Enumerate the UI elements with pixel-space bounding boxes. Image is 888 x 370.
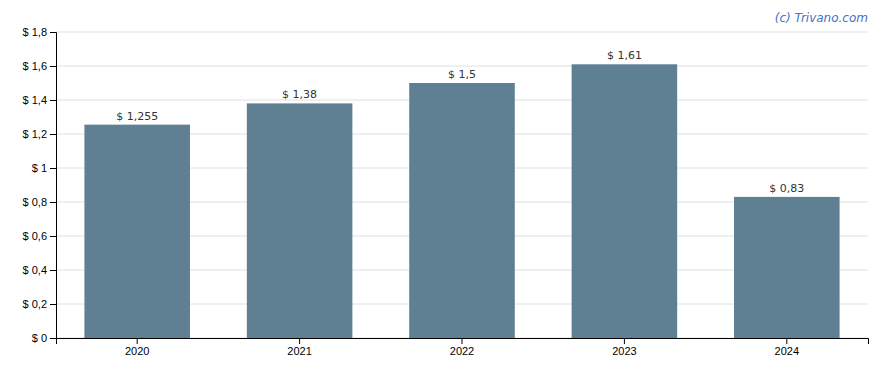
- y-tick: $ 0,2: [23, 298, 56, 310]
- x-tick-mark: [462, 338, 463, 344]
- bar: [84, 125, 190, 338]
- grid-line: [56, 66, 868, 67]
- chart: $ 0 $ 0,2 $ 0,4 $ 0,6 $ 0,8 $ 1 $ 1,2 $ 1,4 $ 1,…: [0, 0, 888, 370]
- y-tick-mark: [50, 168, 56, 169]
- plot: $ 0 $ 0,2 $ 0,4 $ 0,6 $ 0,8 $ 1 $ 1,2 $ 1,4 $ 1,…: [23, 11, 869, 357]
- grid-line: [56, 32, 868, 33]
- y-tick-label: $ 0,2: [23, 298, 47, 310]
- y-tick-label: $ 0,8: [23, 196, 47, 208]
- y-tick-mark: [50, 100, 56, 101]
- y-tick-label: $ 1,8: [23, 26, 47, 38]
- y-tick: $ 0,4: [23, 264, 56, 276]
- watermark: (c) Trivano.com: [775, 11, 868, 25]
- y-tick-mark: [50, 66, 56, 67]
- y-tick: $ 0,8: [23, 196, 56, 208]
- y-tick: $ 1,4: [23, 94, 56, 106]
- y-tick-mark: [50, 202, 56, 203]
- x-tick-mark: [137, 338, 138, 344]
- x-tick-mark: [786, 338, 787, 344]
- x-tick-label: 2021: [287, 345, 311, 357]
- y-tick-label: $ 0: [32, 332, 47, 344]
- y-tick: $ 1,8: [23, 26, 56, 38]
- y-tick-label: $ 1,4: [23, 94, 47, 106]
- y-tick: $ 1,2: [23, 128, 56, 140]
- x-tick-mark: [299, 338, 300, 344]
- bar: [572, 64, 678, 338]
- y-tick-mark: [50, 270, 56, 271]
- y-tick-label: $ 1: [32, 162, 47, 174]
- x-axis: 2020 2021 2022 2023 2024: [57, 338, 869, 357]
- x-tick-label: 2024: [775, 345, 799, 357]
- y-tick-label: $ 1,6: [23, 60, 47, 72]
- data-labels: $ 1,255 $ 1,38 $ 1,5 $ 1,61 $ 0,83: [116, 49, 804, 195]
- data-label: $ 1,61: [607, 49, 642, 62]
- x-tick: 2024: [775, 338, 799, 357]
- x-axis-line: [57, 339, 869, 345]
- x-tick: 2020: [125, 338, 149, 357]
- x-tick-mark: [624, 338, 625, 344]
- y-tick-label: $ 1,2: [23, 128, 47, 140]
- data-label: $ 1,5: [448, 68, 476, 81]
- bar: [247, 103, 353, 338]
- y-tick-mark: [50, 134, 56, 135]
- x-tick-label: 2023: [612, 345, 636, 357]
- x-tick-label: 2020: [125, 345, 149, 357]
- x-tick: 2021: [287, 338, 311, 357]
- x-tick: 2022: [450, 338, 474, 357]
- bar: [734, 197, 840, 338]
- y-axis-line: [50, 33, 57, 339]
- y-tick: $ 1,6: [23, 60, 56, 72]
- grid: [56, 32, 868, 338]
- y-tick: $ 1: [32, 162, 56, 174]
- y-tick-mark: [50, 32, 56, 33]
- y-tick-label: $ 0,6: [23, 230, 47, 242]
- y-tick-label: $ 0,4: [23, 264, 47, 276]
- bars: [84, 64, 839, 338]
- data-label: $ 1,255: [116, 110, 158, 123]
- y-tick: $ 0: [32, 332, 56, 344]
- data-label: $ 0,83: [769, 182, 804, 195]
- y-tick: $ 0,6: [23, 230, 56, 242]
- y-tick-mark: [50, 236, 56, 237]
- data-label: $ 1,38: [282, 88, 317, 101]
- x-tick: 2023: [612, 338, 636, 357]
- y-tick-mark: [50, 304, 56, 305]
- bar: [409, 83, 515, 338]
- y-tick-mark: [50, 338, 56, 339]
- y-axis: $ 0 $ 0,2 $ 0,4 $ 0,6 $ 0,8 $ 1 $ 1,2 $ 1,4 $ 1,…: [23, 26, 57, 344]
- x-tick-label: 2022: [450, 345, 474, 357]
